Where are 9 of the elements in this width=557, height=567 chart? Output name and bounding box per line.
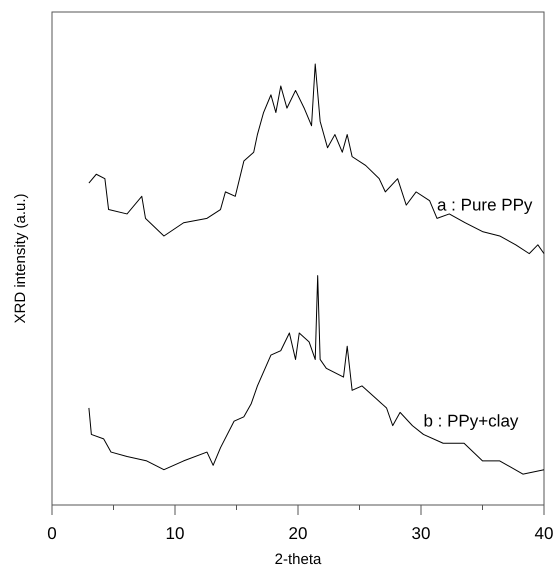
x-axis-title: 2-theta (274, 551, 322, 567)
x-tick-label: 20 (288, 524, 308, 543)
x-tick-label: 40 (534, 524, 554, 543)
series-label: b : PPy+clay (423, 411, 519, 430)
series-label: a : Pure PPy (436, 195, 533, 214)
x-tick-label: 0 (47, 524, 57, 543)
y-axis-title: XRD intensity (a.u.) (12, 193, 29, 324)
x-tick-label: 10 (166, 524, 184, 543)
x-tick-label: 30 (412, 524, 430, 543)
